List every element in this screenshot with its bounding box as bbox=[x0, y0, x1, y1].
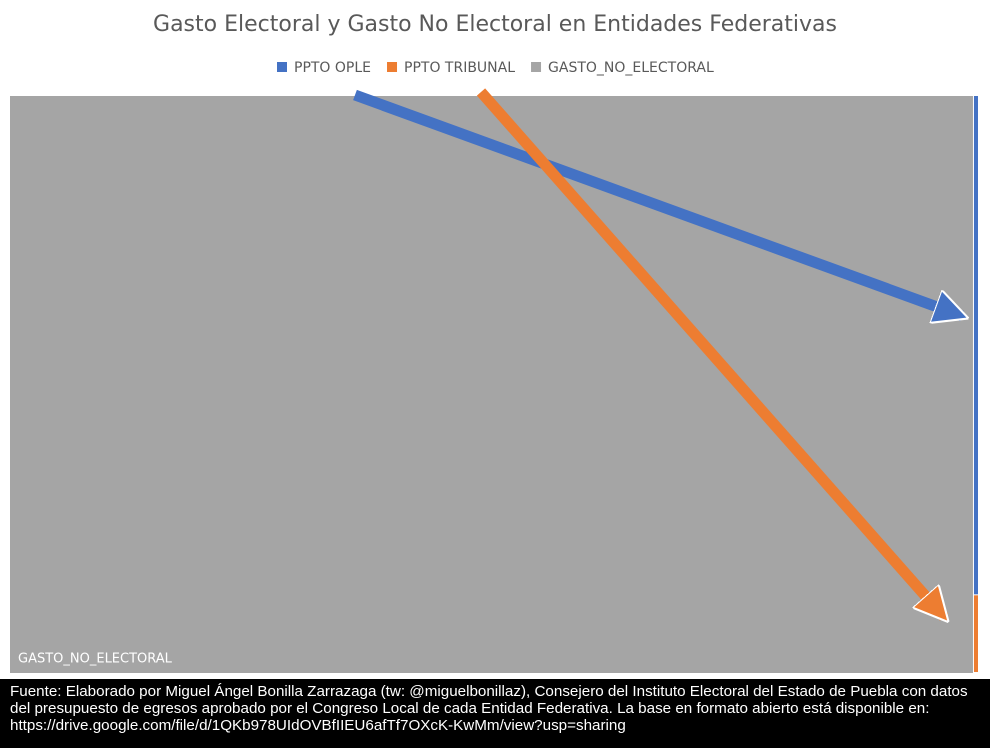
source-note: Fuente: Elaborado por Miguel Ángel Bonil… bbox=[0, 679, 990, 748]
legend-label: GASTO_NO_ELECTORAL bbox=[548, 60, 714, 76]
arrow bbox=[476, 88, 944, 617]
tile bbox=[10, 96, 973, 673]
legend-label: PPTO TRIBUNAL bbox=[404, 60, 515, 76]
legend-swatch bbox=[277, 62, 287, 72]
chart-title: Gasto Electoral y Gasto No Electoral en … bbox=[153, 12, 837, 37]
tile-label: GASTO_NO_ELECTORAL bbox=[18, 652, 173, 667]
legend-swatch bbox=[387, 62, 398, 72]
legend-label: PPTO OPLE bbox=[294, 60, 371, 76]
chart: Gasto Electoral y Gasto No Electoral en … bbox=[10, 12, 978, 673]
tile bbox=[973, 96, 978, 595]
legend-swatch bbox=[531, 62, 542, 72]
tile bbox=[973, 595, 978, 672]
arrow bbox=[353, 89, 962, 316]
